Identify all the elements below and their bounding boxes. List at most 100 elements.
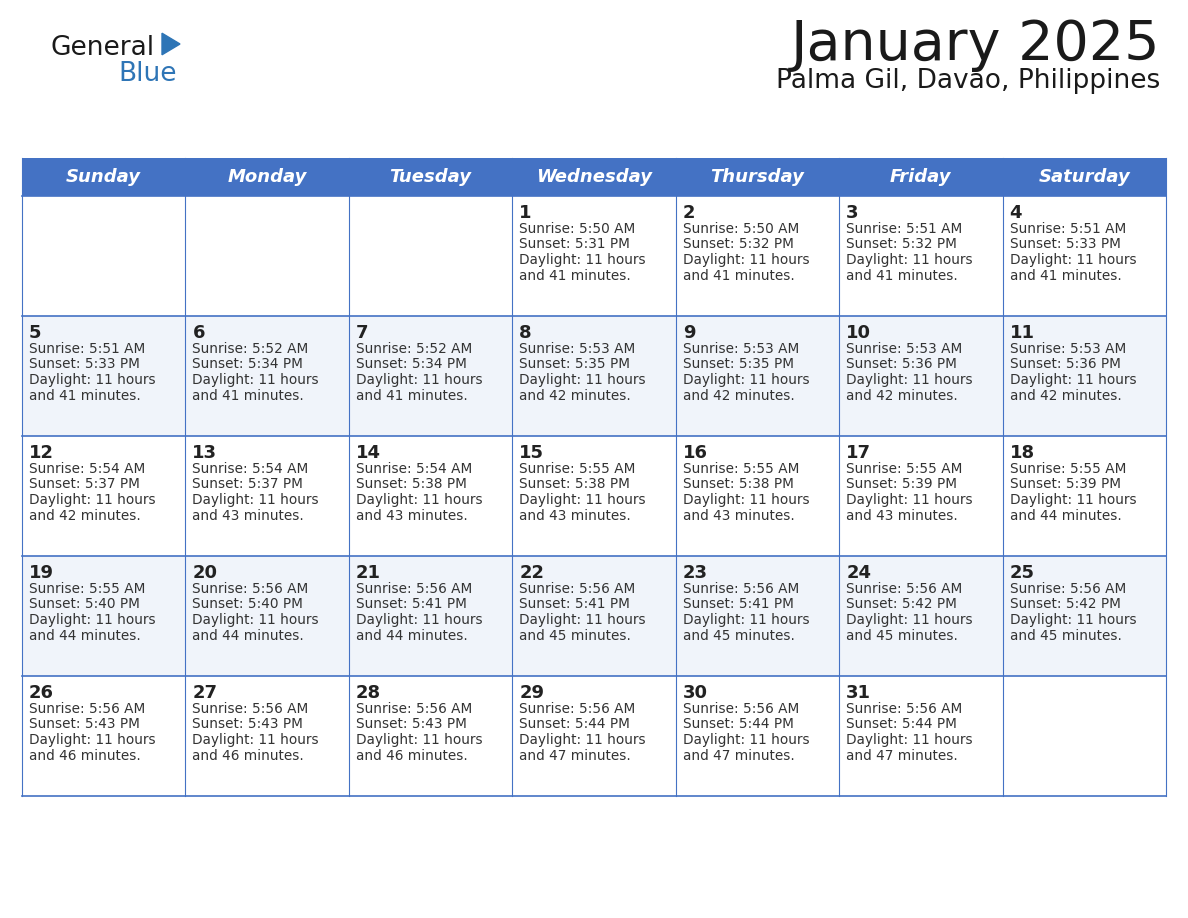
Text: Sunset: 5:41 PM: Sunset: 5:41 PM (683, 598, 794, 611)
Text: Daylight: 11 hours: Daylight: 11 hours (683, 253, 809, 267)
Text: Sunset: 5:44 PM: Sunset: 5:44 PM (846, 718, 958, 732)
Text: Sunset: 5:39 PM: Sunset: 5:39 PM (1010, 477, 1120, 491)
Text: Daylight: 11 hours: Daylight: 11 hours (683, 613, 809, 627)
Text: Daylight: 11 hours: Daylight: 11 hours (683, 373, 809, 387)
Text: Sunday: Sunday (67, 168, 141, 186)
Text: 9: 9 (683, 324, 695, 342)
Text: Sunrise: 5:51 AM: Sunrise: 5:51 AM (29, 342, 145, 356)
Bar (23, 436, 1165, 556)
Text: Sunset: 5:38 PM: Sunset: 5:38 PM (683, 477, 794, 491)
Text: Sunset: 5:37 PM: Sunset: 5:37 PM (192, 477, 303, 491)
Text: 12: 12 (29, 444, 53, 462)
Text: Daylight: 11 hours: Daylight: 11 hours (1010, 253, 1136, 267)
Text: Sunrise: 5:56 AM: Sunrise: 5:56 AM (519, 702, 636, 716)
Text: and 45 minutes.: and 45 minutes. (683, 629, 795, 643)
Text: Sunset: 5:43 PM: Sunset: 5:43 PM (356, 718, 467, 732)
Text: Sunset: 5:32 PM: Sunset: 5:32 PM (846, 238, 958, 252)
Text: Sunrise: 5:56 AM: Sunrise: 5:56 AM (683, 702, 800, 716)
Text: Daylight: 11 hours: Daylight: 11 hours (846, 733, 973, 747)
Bar (23, 676, 1165, 796)
Text: 2: 2 (683, 204, 695, 222)
Text: Daylight: 11 hours: Daylight: 11 hours (356, 373, 482, 387)
Text: and 42 minutes.: and 42 minutes. (683, 388, 795, 402)
Text: and 44 minutes.: and 44 minutes. (356, 629, 468, 643)
Text: Sunrise: 5:56 AM: Sunrise: 5:56 AM (192, 702, 309, 716)
Text: and 47 minutes.: and 47 minutes. (683, 748, 795, 763)
Text: and 45 minutes.: and 45 minutes. (519, 629, 631, 643)
Text: Palma Gil, Davao, Philippines: Palma Gil, Davao, Philippines (776, 68, 1159, 94)
Text: and 43 minutes.: and 43 minutes. (683, 509, 795, 522)
Text: Daylight: 11 hours: Daylight: 11 hours (519, 493, 646, 507)
Text: 26: 26 (29, 684, 53, 702)
Text: Daylight: 11 hours: Daylight: 11 hours (1010, 373, 1136, 387)
Text: Daylight: 11 hours: Daylight: 11 hours (846, 253, 973, 267)
Text: and 43 minutes.: and 43 minutes. (356, 509, 468, 522)
Text: Blue: Blue (118, 61, 177, 87)
Text: 17: 17 (846, 444, 871, 462)
Text: Daylight: 11 hours: Daylight: 11 hours (356, 493, 482, 507)
Text: Sunrise: 5:56 AM: Sunrise: 5:56 AM (846, 582, 962, 596)
Text: Sunrise: 5:53 AM: Sunrise: 5:53 AM (846, 342, 962, 356)
Text: Daylight: 11 hours: Daylight: 11 hours (519, 373, 646, 387)
Text: and 42 minutes.: and 42 minutes. (1010, 388, 1121, 402)
Text: and 46 minutes.: and 46 minutes. (192, 748, 304, 763)
Text: 18: 18 (1010, 444, 1035, 462)
Text: Sunrise: 5:56 AM: Sunrise: 5:56 AM (356, 702, 472, 716)
Text: Sunrise: 5:56 AM: Sunrise: 5:56 AM (1010, 582, 1126, 596)
Text: Daylight: 11 hours: Daylight: 11 hours (356, 733, 482, 747)
Text: Sunset: 5:39 PM: Sunset: 5:39 PM (846, 477, 958, 491)
Text: and 43 minutes.: and 43 minutes. (846, 509, 958, 522)
Text: and 47 minutes.: and 47 minutes. (519, 748, 631, 763)
Text: and 41 minutes.: and 41 minutes. (29, 388, 140, 402)
Text: and 41 minutes.: and 41 minutes. (846, 268, 958, 283)
Text: Daylight: 11 hours: Daylight: 11 hours (192, 613, 320, 627)
Text: 11: 11 (1010, 324, 1035, 342)
Text: Wednesday: Wednesday (536, 168, 652, 186)
Text: Daylight: 11 hours: Daylight: 11 hours (519, 253, 646, 267)
Text: Sunset: 5:42 PM: Sunset: 5:42 PM (846, 598, 958, 611)
Text: and 45 minutes.: and 45 minutes. (1010, 629, 1121, 643)
Text: and 41 minutes.: and 41 minutes. (192, 388, 304, 402)
Text: Daylight: 11 hours: Daylight: 11 hours (683, 493, 809, 507)
Text: Thursday: Thursday (710, 168, 804, 186)
Text: Daylight: 11 hours: Daylight: 11 hours (29, 493, 156, 507)
Text: Sunrise: 5:56 AM: Sunrise: 5:56 AM (683, 582, 800, 596)
Text: and 46 minutes.: and 46 minutes. (29, 748, 140, 763)
Text: 3: 3 (846, 204, 859, 222)
Text: and 41 minutes.: and 41 minutes. (1010, 268, 1121, 283)
Text: 25: 25 (1010, 564, 1035, 582)
Text: Sunset: 5:44 PM: Sunset: 5:44 PM (683, 718, 794, 732)
Text: 1: 1 (519, 204, 532, 222)
Text: 14: 14 (356, 444, 381, 462)
Bar (23, 196, 1165, 316)
Text: and 42 minutes.: and 42 minutes. (519, 388, 631, 402)
Text: Daylight: 11 hours: Daylight: 11 hours (29, 373, 156, 387)
Text: Sunrise: 5:52 AM: Sunrise: 5:52 AM (356, 342, 472, 356)
Text: 28: 28 (356, 684, 381, 702)
Text: 19: 19 (29, 564, 53, 582)
Text: Daylight: 11 hours: Daylight: 11 hours (1010, 613, 1136, 627)
Text: Sunset: 5:43 PM: Sunset: 5:43 PM (29, 718, 140, 732)
Text: 6: 6 (192, 324, 204, 342)
Text: Friday: Friday (890, 168, 952, 186)
Text: 31: 31 (846, 684, 871, 702)
Text: Sunrise: 5:56 AM: Sunrise: 5:56 AM (192, 582, 309, 596)
Text: Daylight: 11 hours: Daylight: 11 hours (846, 493, 973, 507)
Text: Tuesday: Tuesday (390, 168, 472, 186)
Text: Sunrise: 5:52 AM: Sunrise: 5:52 AM (192, 342, 309, 356)
Text: 8: 8 (519, 324, 532, 342)
Text: and 42 minutes.: and 42 minutes. (29, 509, 140, 522)
Text: Sunrise: 5:50 AM: Sunrise: 5:50 AM (519, 222, 636, 236)
Text: Sunset: 5:36 PM: Sunset: 5:36 PM (1010, 357, 1120, 372)
Text: Daylight: 11 hours: Daylight: 11 hours (683, 733, 809, 747)
Text: Sunrise: 5:56 AM: Sunrise: 5:56 AM (519, 582, 636, 596)
Text: Daylight: 11 hours: Daylight: 11 hours (519, 733, 646, 747)
Text: Sunrise: 5:53 AM: Sunrise: 5:53 AM (1010, 342, 1126, 356)
Text: Sunset: 5:41 PM: Sunset: 5:41 PM (519, 598, 630, 611)
Text: Sunrise: 5:53 AM: Sunrise: 5:53 AM (519, 342, 636, 356)
Bar (23, 556, 1165, 676)
Text: Sunset: 5:37 PM: Sunset: 5:37 PM (29, 477, 140, 491)
Text: 24: 24 (846, 564, 871, 582)
Bar (23, 316, 1165, 436)
Text: Monday: Monday (227, 168, 307, 186)
